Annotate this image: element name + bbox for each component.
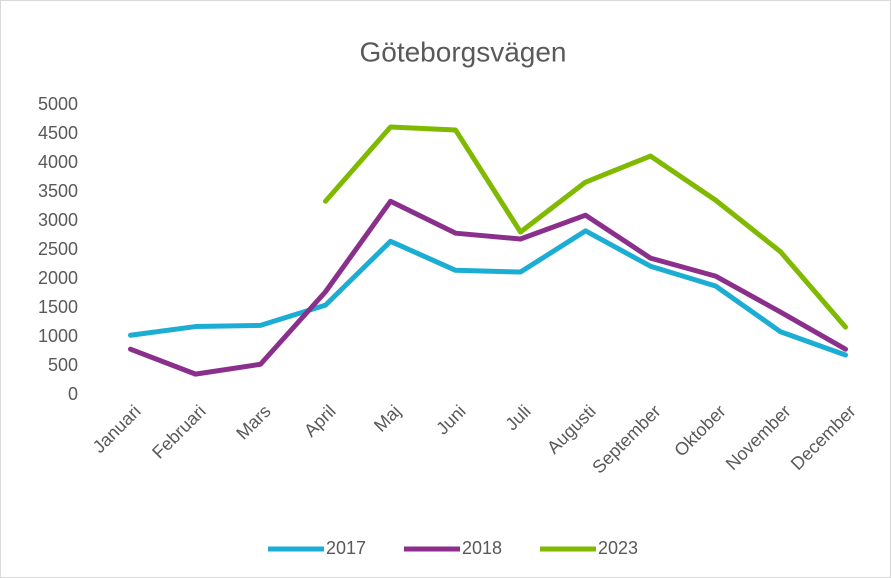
y-tick-label: 1000 (38, 326, 78, 346)
y-tick-label: 2000 (38, 268, 78, 288)
y-tick-label: 4500 (38, 123, 78, 143)
line-series (128, 228, 848, 358)
legend-label: 2017 (326, 538, 366, 558)
y-tick-label: 2500 (38, 239, 78, 259)
y-tick-label: 0 (68, 384, 78, 404)
line-series (323, 124, 848, 330)
chart-title: Göteborgsvägen (359, 36, 566, 67)
y-tick-label: 3500 (38, 181, 78, 201)
y-tick-label: 4000 (38, 152, 78, 172)
legend-label: 2018 (462, 538, 502, 558)
y-tick-label: 5000 (38, 94, 78, 114)
y-tick-label: 500 (48, 355, 78, 375)
y-tick-label: 3000 (38, 210, 78, 230)
legend-label: 2023 (598, 538, 638, 558)
line-series (128, 198, 848, 377)
y-tick-label: 1500 (38, 297, 78, 317)
